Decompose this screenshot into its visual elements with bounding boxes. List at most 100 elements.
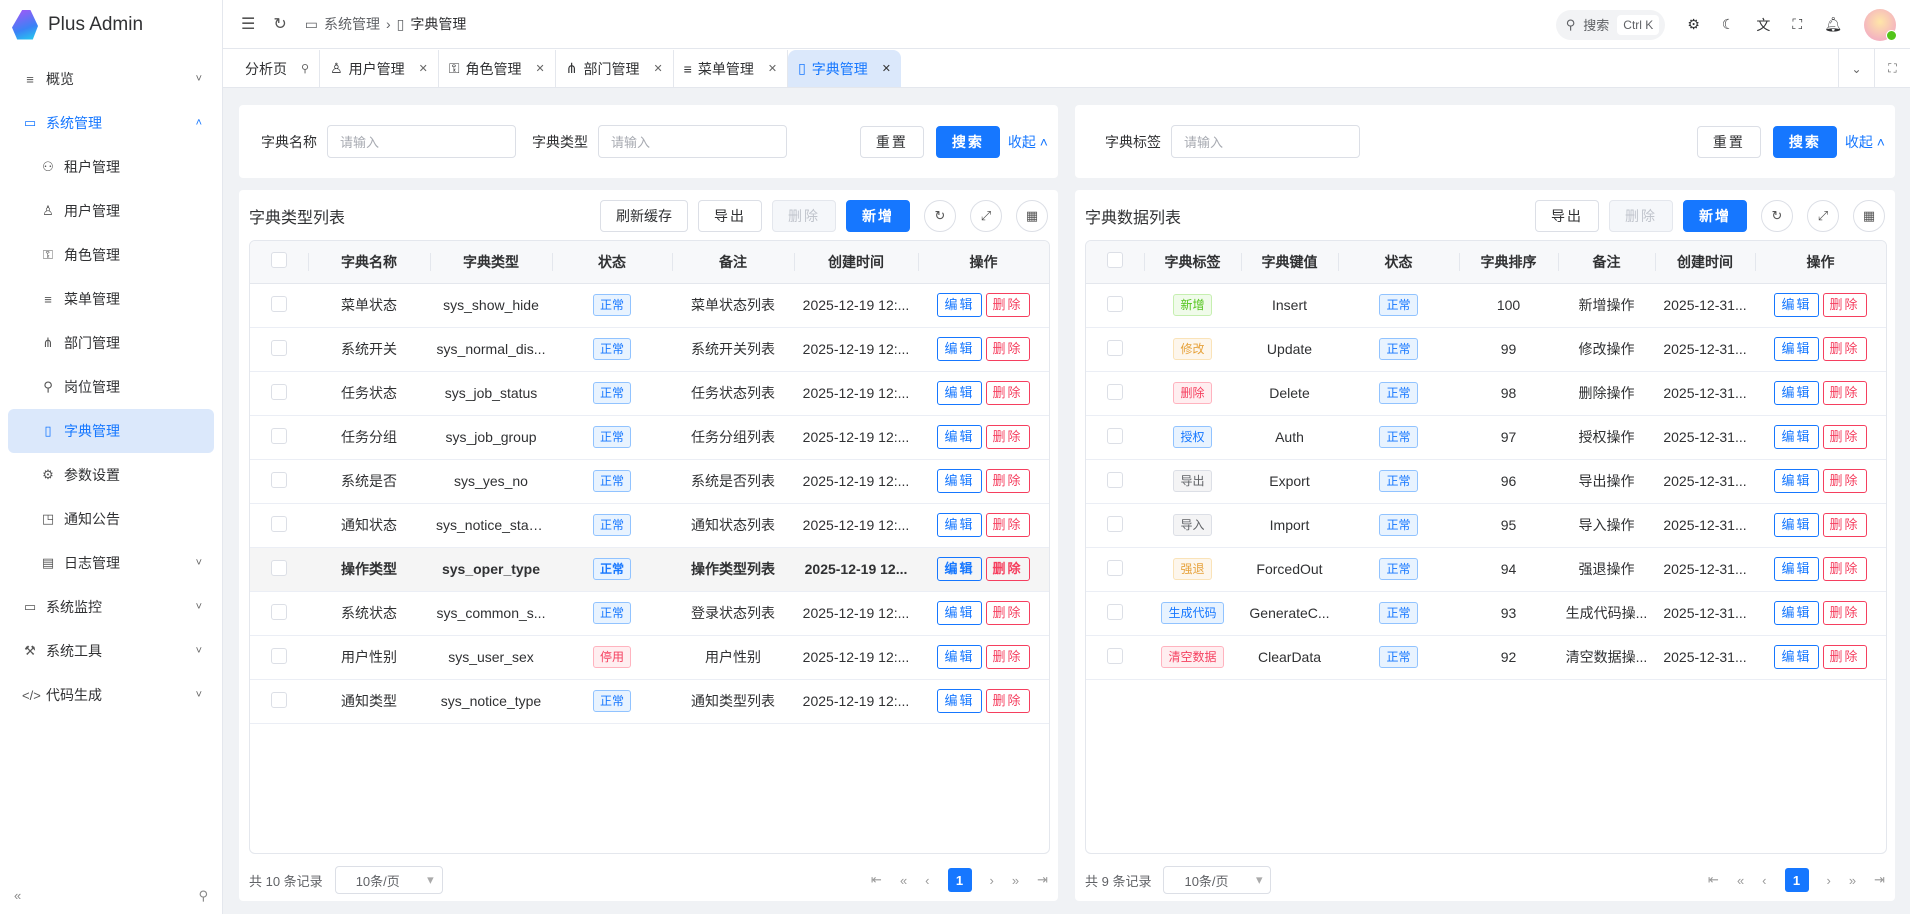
sidebar-item[interactable]: ▭ 系统监控 ˅: [8, 585, 214, 629]
close-icon[interactable]: ✕: [535, 63, 545, 75]
checkbox[interactable]: [1107, 427, 1123, 444]
table-row[interactable]: 删除 Delete 正常 98 删除操作 2025-12-31... 编辑 删除: [1086, 371, 1886, 416]
table-row[interactable]: 强退 ForcedOut 正常 94 强退操作 2025-12-31... 编辑 删除: [1086, 547, 1886, 592]
next-page-icon[interactable]: ›: [989, 872, 994, 888]
table-row[interactable]: 通知状态 sys_notice_status 正常 通知状态列表 2025-12-19 …: [250, 503, 1049, 548]
search-button[interactable]: 搜索: [935, 125, 1000, 158]
prev-fast-icon[interactable]: «: [1736, 872, 1745, 888]
prev-page-icon[interactable]: ‹: [925, 872, 930, 888]
sidebar-item[interactable]: ⚒ 系统工具 ˅: [8, 629, 214, 673]
checkbox[interactable]: [1107, 295, 1123, 312]
chevron-up-icon[interactable]: ˄: [195, 117, 202, 129]
select-all-checkbox[interactable]: [1086, 241, 1144, 284]
row-checkbox[interactable]: [250, 459, 308, 504]
table-row[interactable]: 通知类型 sys_notice_type 正常 通知类型列表 2025-12-19 12…: [250, 679, 1049, 724]
checkbox[interactable]: [271, 295, 287, 312]
tab-item[interactable]: ≡ 菜单管理 ✕: [674, 50, 789, 87]
edit-button[interactable]: 编辑: [1774, 469, 1819, 493]
checkbox[interactable]: [1107, 515, 1123, 532]
checkbox[interactable]: [1107, 471, 1123, 488]
edit-button[interactable]: 编辑: [937, 293, 982, 317]
next-fast-icon[interactable]: »: [1011, 872, 1020, 888]
dict-type[interactable]: sys_notice_status: [430, 503, 552, 548]
sidebar-item[interactable]: ⚇ 租户管理: [8, 145, 214, 189]
close-icon[interactable]: ✕: [653, 63, 663, 75]
checkbox[interactable]: [1107, 647, 1123, 664]
next-page-icon[interactable]: ›: [1826, 872, 1831, 888]
table-row[interactable]: 新增 Insert 正常 100 新增操作 2025-12-31... 编辑 删除: [1086, 283, 1886, 328]
table-row[interactable]: 用户性别 sys_user_sex 停用 用户性别 2025-12-19 12:... 编…: [250, 635, 1049, 680]
delete-button[interactable]: 删除: [772, 200, 836, 232]
delete-button[interactable]: 删除: [985, 293, 1030, 317]
reset-button[interactable]: 重置: [1696, 125, 1761, 158]
delete-button[interactable]: 删除: [1822, 645, 1867, 669]
delete-button[interactable]: 删除: [1822, 425, 1867, 449]
fullscreen-icon[interactable]: ⤢: [1807, 200, 1839, 232]
select-all-checkbox[interactable]: [250, 241, 308, 284]
add-button[interactable]: 新增: [846, 200, 910, 232]
collapse-link[interactable]: 收起 ˄: [1007, 133, 1048, 150]
last-page-icon[interactable]: ⇥: [1874, 872, 1885, 887]
edit-button[interactable]: 编辑: [1774, 601, 1819, 625]
table-row[interactable]: 操作类型 sys_oper_type 正常 操作类型列表 2025-12-19 12..…: [250, 547, 1049, 592]
dict-type[interactable]: sys_show_hide: [430, 283, 552, 328]
table-row[interactable]: 修改 Update 正常 99 修改操作 2025-12-31... 编辑 删除: [1086, 327, 1886, 372]
row-checkbox[interactable]: [250, 503, 308, 548]
page-number[interactable]: 1: [1784, 868, 1809, 892]
breadcrumb-item[interactable]: 系统管理: [323, 16, 380, 32]
edit-button[interactable]: 编辑: [1774, 513, 1819, 537]
dict-type[interactable]: sys_normal_dis...: [430, 327, 552, 372]
checkbox[interactable]: [271, 603, 287, 620]
dict-name-input[interactable]: 请输入: [327, 125, 516, 158]
checkbox[interactable]: [1107, 252, 1123, 269]
table-row[interactable]: 生成代码 GenerateC... 正常 93 生成代码操... 2025-12-31..…: [1086, 591, 1886, 636]
table-row[interactable]: 导入 Import 正常 95 导入操作 2025-12-31... 编辑 删除: [1086, 503, 1886, 548]
dict-type-input[interactable]: 请输入: [598, 125, 787, 158]
row-checkbox[interactable]: [250, 679, 308, 724]
delete-button[interactable]: 删除: [1822, 469, 1867, 493]
row-checkbox[interactable]: [1086, 635, 1144, 680]
avatar[interactable]: [1864, 8, 1897, 41]
prev-fast-icon[interactable]: «: [899, 872, 908, 888]
table-row[interactable]: 任务分组 sys_job_group 正常 任务分组列表 2025-12-19 12:.…: [250, 415, 1049, 460]
row-checkbox[interactable]: [1086, 503, 1144, 548]
row-checkbox[interactable]: [250, 591, 308, 636]
checkbox[interactable]: [271, 559, 287, 576]
page-number[interactable]: 1: [947, 868, 972, 892]
row-checkbox[interactable]: [250, 415, 308, 460]
delete-button[interactable]: 删除: [1609, 200, 1673, 232]
sidebar-item[interactable]: </> 代码生成 ˅: [8, 673, 214, 717]
delete-button[interactable]: 删除: [1822, 293, 1867, 317]
refresh-icon[interactable]: ↻: [1761, 200, 1793, 232]
checkbox[interactable]: [271, 471, 287, 488]
add-button[interactable]: 新增: [1683, 200, 1747, 232]
dict-type[interactable]: sys_user_sex: [430, 635, 552, 680]
sidebar-item[interactable]: ⚙ 参数设置: [8, 453, 214, 497]
row-checkbox[interactable]: [1086, 459, 1144, 504]
page-size-select[interactable]: 10条/页: [1163, 866, 1272, 894]
sidebar-item[interactable]: ▭ 系统管理 ˄: [8, 101, 214, 145]
search-button[interactable]: 搜索: [1772, 125, 1837, 158]
table-row[interactable]: 导出 Export 正常 96 导出操作 2025-12-31... 编辑 删除: [1086, 459, 1886, 504]
refresh-icon[interactable]: ↻: [924, 200, 956, 232]
dict-label-input[interactable]: 请输入: [1171, 125, 1360, 158]
edit-button[interactable]: 编辑: [1774, 337, 1819, 361]
translate-icon[interactable]: 文: [1756, 16, 1771, 33]
checkbox[interactable]: [271, 647, 287, 664]
pin-icon[interactable]: ⚲: [301, 63, 310, 75]
menu-toggle-icon[interactable]: ☰: [241, 16, 256, 33]
delete-button[interactable]: 删除: [985, 645, 1030, 669]
table-row[interactable]: 任务状态 sys_job_status 正常 任务状态列表 2025-12-19 12:…: [250, 371, 1049, 416]
checkbox[interactable]: [1107, 383, 1123, 400]
fullscreen-icon[interactable]: ⤢: [970, 200, 1002, 232]
chevron-down-icon[interactable]: ⌄: [1838, 49, 1874, 88]
edit-button[interactable]: 编辑: [937, 469, 982, 493]
last-page-icon[interactable]: ⇥: [1037, 872, 1048, 887]
moon-icon[interactable]: ☾: [1721, 16, 1735, 32]
tab-item[interactable]: ♙ 用户管理 ✕: [320, 50, 439, 87]
delete-button[interactable]: 删除: [985, 337, 1030, 361]
dict-type[interactable]: sys_oper_type: [430, 547, 552, 592]
dict-type[interactable]: sys_yes_no: [430, 459, 552, 504]
next-fast-icon[interactable]: »: [1848, 872, 1857, 888]
export-button[interactable]: 导出: [698, 200, 762, 232]
